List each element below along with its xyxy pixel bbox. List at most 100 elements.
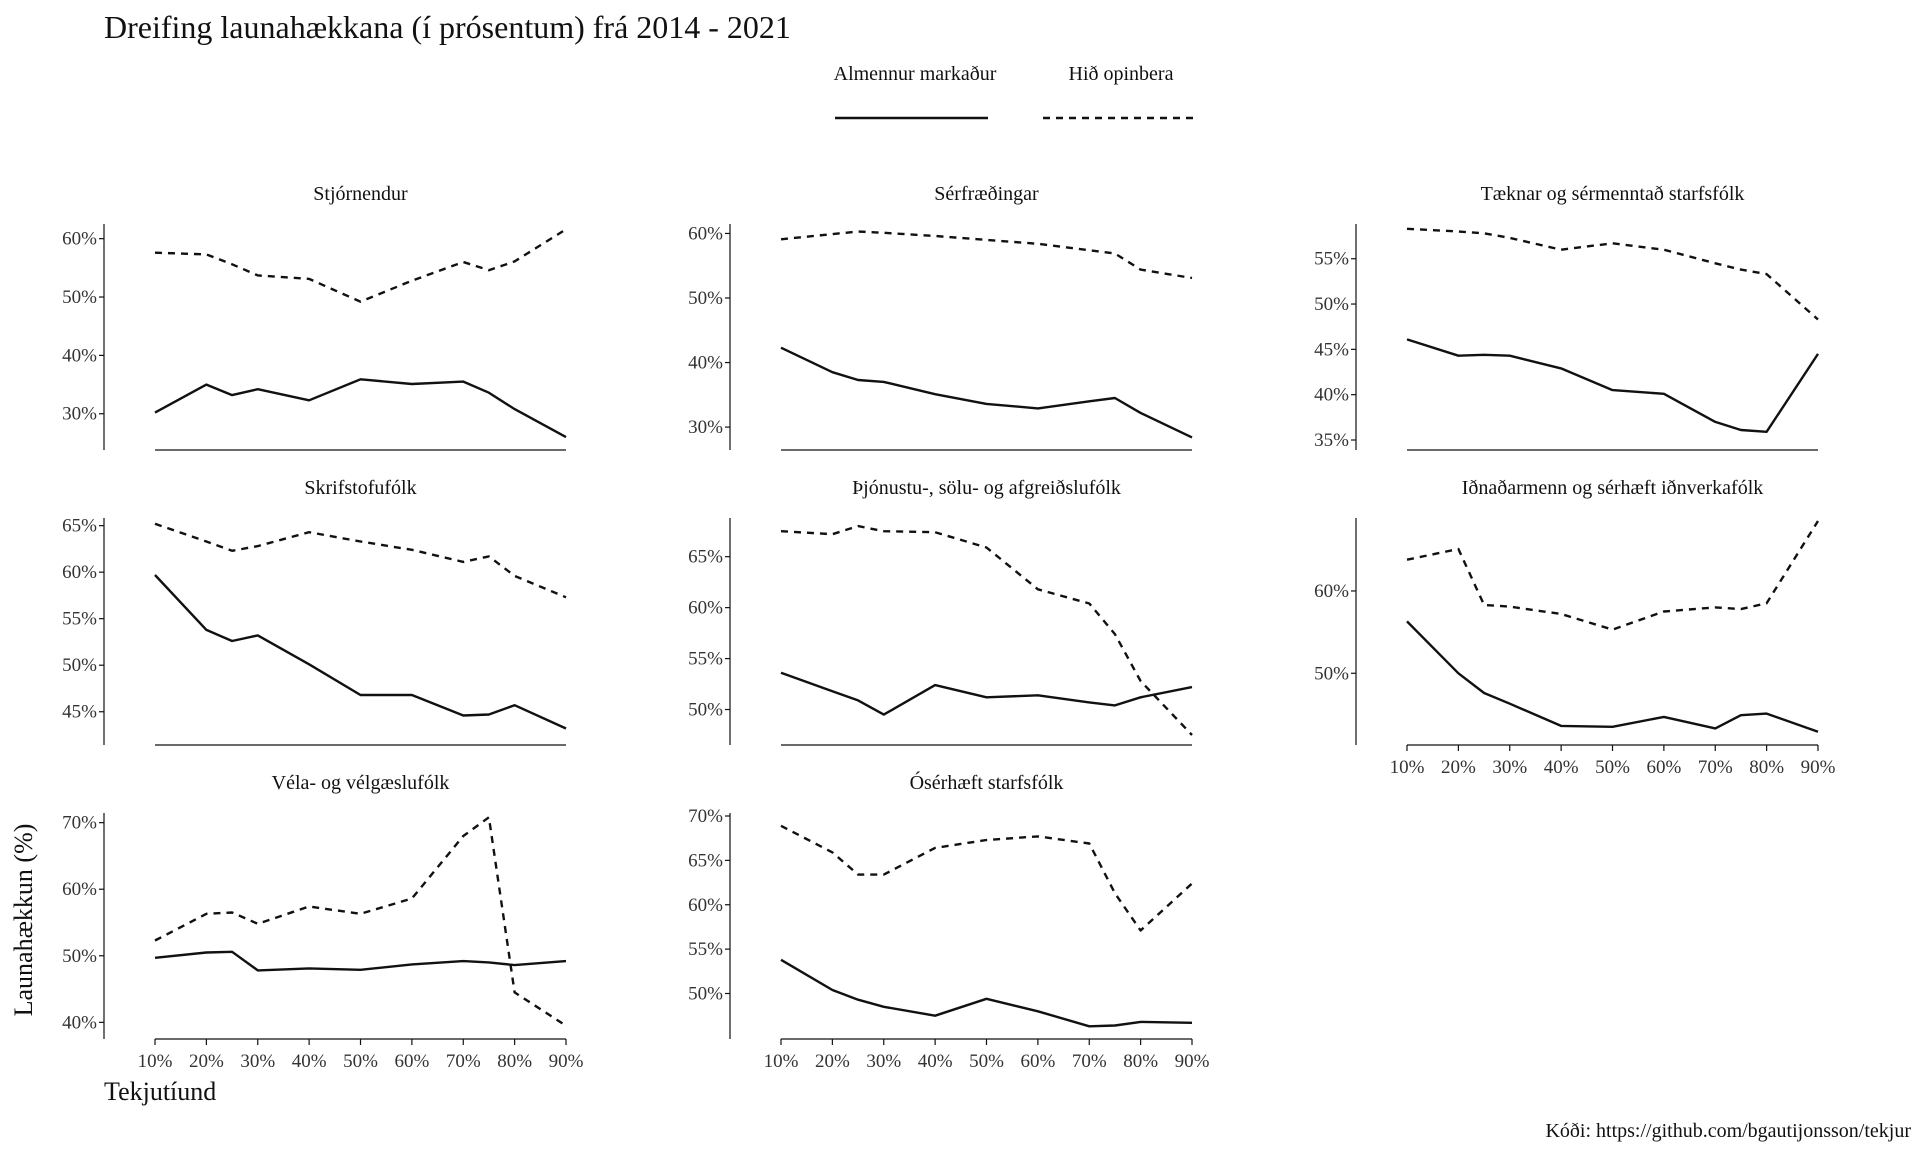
series-line-public xyxy=(154,228,567,303)
panel-taeknar-og-sermenntad-starfsfolk: Tæknar og sérmenntað starfsfólk 35% 40% 45%… xyxy=(1314,183,1820,451)
series-line-private xyxy=(780,346,1193,439)
series-line-public xyxy=(780,230,1193,280)
y-tick-label: 50% xyxy=(62,655,97,676)
x-tick-label: 30% xyxy=(240,1051,275,1072)
panel-title: Iðnaðarmenn og sérhæft iðnverkafólk xyxy=(1462,477,1764,499)
series-line-public xyxy=(1406,227,1819,321)
x-tick-label: 70% xyxy=(1698,757,1733,778)
panel-thjonustu-solu-og-afgreidslufolk: Þjónustu-, sölu- og afgreiðslufólk 50% 55%… xyxy=(688,477,1193,746)
panel-vela-og-velgaeslufolk: Véla- og vélgæslufólk 40% 50% 60% 70% 10% 20% 3… xyxy=(62,772,583,1072)
x-tick-label: 50% xyxy=(343,1051,378,1072)
x-tick-label: 30% xyxy=(1492,757,1527,778)
y-tick-label: 35% xyxy=(1314,430,1349,451)
panel-title: Þjónustu-, sölu- og afgreiðslufólk xyxy=(852,477,1121,499)
x-axis-title: Tekjutíund xyxy=(104,1077,216,1106)
legend-label-private: Almennur markaður xyxy=(834,63,997,85)
y-tick-label: 60% xyxy=(688,598,723,619)
y-tick-label: 70% xyxy=(688,806,723,827)
series-line-private xyxy=(780,671,1193,716)
panel-title: Tæknar og sérmenntað starfsfólk xyxy=(1481,183,1745,205)
x-tick-label: 90% xyxy=(1175,1051,1210,1072)
series-line-public xyxy=(1406,520,1820,631)
chart-title: Dreifing launahækkana (í prósentum) frá … xyxy=(104,9,791,45)
y-axis-title: Launahækkun (%) xyxy=(9,824,38,1017)
panel-title: Ósérhæft starfsfólk xyxy=(910,770,1064,794)
y-tick-label: 40% xyxy=(1314,385,1349,406)
chart-caption: Kóði: https://github.com/bgautijonsson/t… xyxy=(1545,1120,1911,1142)
y-tick-label: 40% xyxy=(62,345,97,366)
x-tick-label: 50% xyxy=(1595,757,1630,778)
series-line-public xyxy=(780,524,1193,736)
series-line-private xyxy=(154,378,567,439)
x-tick-label: 60% xyxy=(1646,757,1681,778)
x-tick-label: 80% xyxy=(1749,757,1784,778)
y-tick-label: 50% xyxy=(688,288,723,309)
series-line-public xyxy=(780,824,1193,932)
y-tick-label: 60% xyxy=(688,895,723,916)
panel-title: Stjórnendur xyxy=(313,183,408,205)
series-line-public xyxy=(154,522,567,599)
panel-title: Skrifstofufólk xyxy=(304,477,416,499)
x-tick-label: 20% xyxy=(189,1051,224,1072)
y-tick-label: 50% xyxy=(1314,663,1349,684)
x-tick-label: 20% xyxy=(1441,757,1476,778)
x-tick-label: 80% xyxy=(497,1051,532,1072)
y-tick-label: 45% xyxy=(1314,339,1349,360)
y-tick-label: 50% xyxy=(62,946,97,967)
series-line-private xyxy=(154,950,567,972)
x-tick-label: 20% xyxy=(815,1051,850,1072)
y-tick-label: 30% xyxy=(62,404,97,425)
x-tick-label: 90% xyxy=(549,1051,584,1072)
y-tick-label: 55% xyxy=(1314,249,1349,270)
y-tick-label: 50% xyxy=(1314,294,1349,315)
x-tick-label: 80% xyxy=(1123,1051,1158,1072)
y-tick-label: 40% xyxy=(688,353,723,374)
y-tick-label: 55% xyxy=(688,649,723,670)
panel-stjornendur: Stjórnendur 30% 40% 50% 60% xyxy=(62,183,567,451)
legend: Almennur markaður Hið opinbera xyxy=(834,63,1198,120)
x-tick-label: 60% xyxy=(394,1051,429,1072)
x-tick-label: 50% xyxy=(969,1051,1004,1072)
y-tick-label: 65% xyxy=(688,850,723,871)
x-tick-label: 40% xyxy=(918,1051,953,1072)
y-tick-label: 60% xyxy=(1314,581,1349,602)
series-line-private xyxy=(780,958,1193,1028)
x-tick-label: 70% xyxy=(1072,1051,1107,1072)
y-tick-label: 50% xyxy=(688,700,723,721)
x-tick-label: 40% xyxy=(292,1051,327,1072)
panel-title: Véla- og vélgæslufólk xyxy=(272,772,450,794)
series-line-private xyxy=(1406,338,1820,433)
series-line-public xyxy=(154,816,567,1027)
x-tick-label: 10% xyxy=(138,1051,173,1072)
y-tick-label: 50% xyxy=(62,287,97,308)
panel-title: Sérfræðingar xyxy=(934,183,1039,205)
panel-oserhaeft-starfsfolk: Ósérhæft starfsfólk 50% 55% 60% 65% 70% 10% 20%… xyxy=(688,770,1209,1072)
x-tick-label: 10% xyxy=(1390,757,1425,778)
y-tick-label: 40% xyxy=(62,1012,97,1033)
y-tick-label: 60% xyxy=(62,879,97,900)
x-tick-label: 60% xyxy=(1020,1051,1055,1072)
x-tick-label: 90% xyxy=(1801,757,1836,778)
x-tick-label: 30% xyxy=(866,1051,901,1072)
x-tick-label: 70% xyxy=(446,1051,481,1072)
series-line-private xyxy=(1406,620,1819,733)
facet-panels: Stjórnendur 30% 40% 50% 60% Sérfræðingar 30% 40… xyxy=(62,183,1835,1072)
y-tick-label: 45% xyxy=(62,702,97,723)
y-tick-label: 55% xyxy=(62,609,97,630)
y-tick-label: 65% xyxy=(62,516,97,537)
panel-serfraedingar: Sérfræðingar 30% 40% 50% 60% xyxy=(688,183,1193,451)
y-tick-label: 70% xyxy=(62,813,97,834)
y-tick-label: 50% xyxy=(688,984,723,1005)
y-tick-label: 60% xyxy=(688,223,723,244)
panel-skrifstofufolk: Skrifstofufólk 45% 50% 55% 60% 65% xyxy=(62,477,567,746)
y-tick-label: 55% xyxy=(688,939,723,960)
series-line-private xyxy=(154,574,567,730)
y-tick-label: 60% xyxy=(62,562,97,583)
panel-idnadarmenn-og-serhaeft-idnverkafolk: Iðnaðarmenn og sérhæft iðnverkafólk 50% 60… xyxy=(1314,477,1835,778)
y-tick-label: 60% xyxy=(62,229,97,250)
y-tick-label: 65% xyxy=(688,547,723,568)
x-tick-label: 10% xyxy=(764,1051,799,1072)
legend-label-public: Hið opinbera xyxy=(1069,63,1174,85)
